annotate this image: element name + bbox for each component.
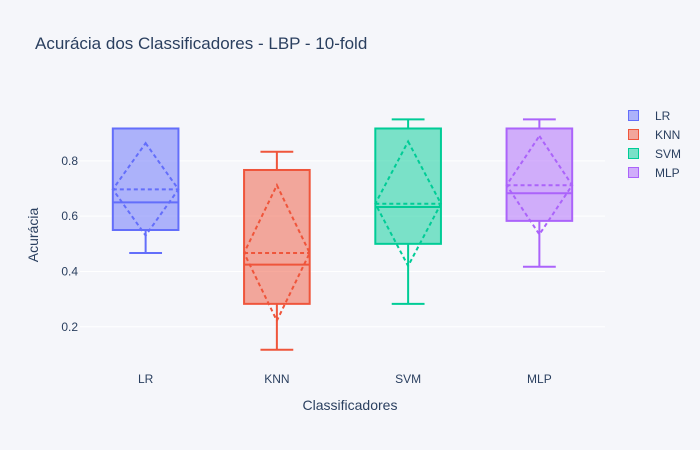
box-mlp — [505, 118, 574, 268]
box-body — [374, 127, 442, 245]
x-tick-label: SVM — [395, 372, 421, 386]
legend-item-svm[interactable]: SVM — [628, 144, 681, 163]
box-knn — [242, 150, 311, 351]
legend-item-knn[interactable]: KNN — [628, 125, 681, 144]
sd-diamond — [111, 141, 180, 238]
y-tick-label: 0.2 — [61, 320, 78, 334]
legend-swatch — [628, 110, 639, 121]
box-svm — [374, 118, 443, 305]
box-body — [111, 127, 180, 231]
box-body — [243, 168, 311, 305]
legend-swatch — [628, 129, 639, 140]
x-tick-label: LR — [138, 372, 154, 386]
legend-swatch — [628, 148, 639, 159]
legend-item-mlp[interactable]: MLP — [628, 163, 681, 182]
box-lr — [111, 127, 180, 254]
x-tick-label: MLP — [527, 372, 552, 386]
x-axis-title: Classificadores — [302, 397, 398, 413]
legend-swatch — [628, 167, 639, 178]
y-tick-label: 0.4 — [61, 264, 78, 278]
sd-diamond — [242, 182, 311, 324]
legend: LR KNN SVM MLP — [628, 106, 681, 182]
y-axis-title: Acurácia — [25, 207, 41, 263]
box-body — [505, 127, 574, 222]
legend-label: MLP — [655, 165, 680, 180]
legend-label: LR — [655, 108, 671, 123]
legend-label: KNN — [655, 127, 681, 142]
chart-title: Acurácia dos Classificadores - LBP - 10-… — [35, 34, 368, 53]
legend-label: SVM — [655, 146, 682, 161]
box-plots — [111, 118, 574, 351]
y-tick-label: 0.6 — [61, 209, 78, 223]
x-tick-label: KNN — [264, 372, 289, 386]
sd-diamond — [505, 134, 574, 237]
legend-item-lr[interactable]: LR — [628, 106, 681, 125]
sd-diamond — [374, 139, 443, 269]
axis-ticks: 0.2 0.4 0.6 0.8 LR KNN SVM MLP — [61, 154, 551, 386]
y-tick-label: 0.8 — [61, 154, 78, 168]
